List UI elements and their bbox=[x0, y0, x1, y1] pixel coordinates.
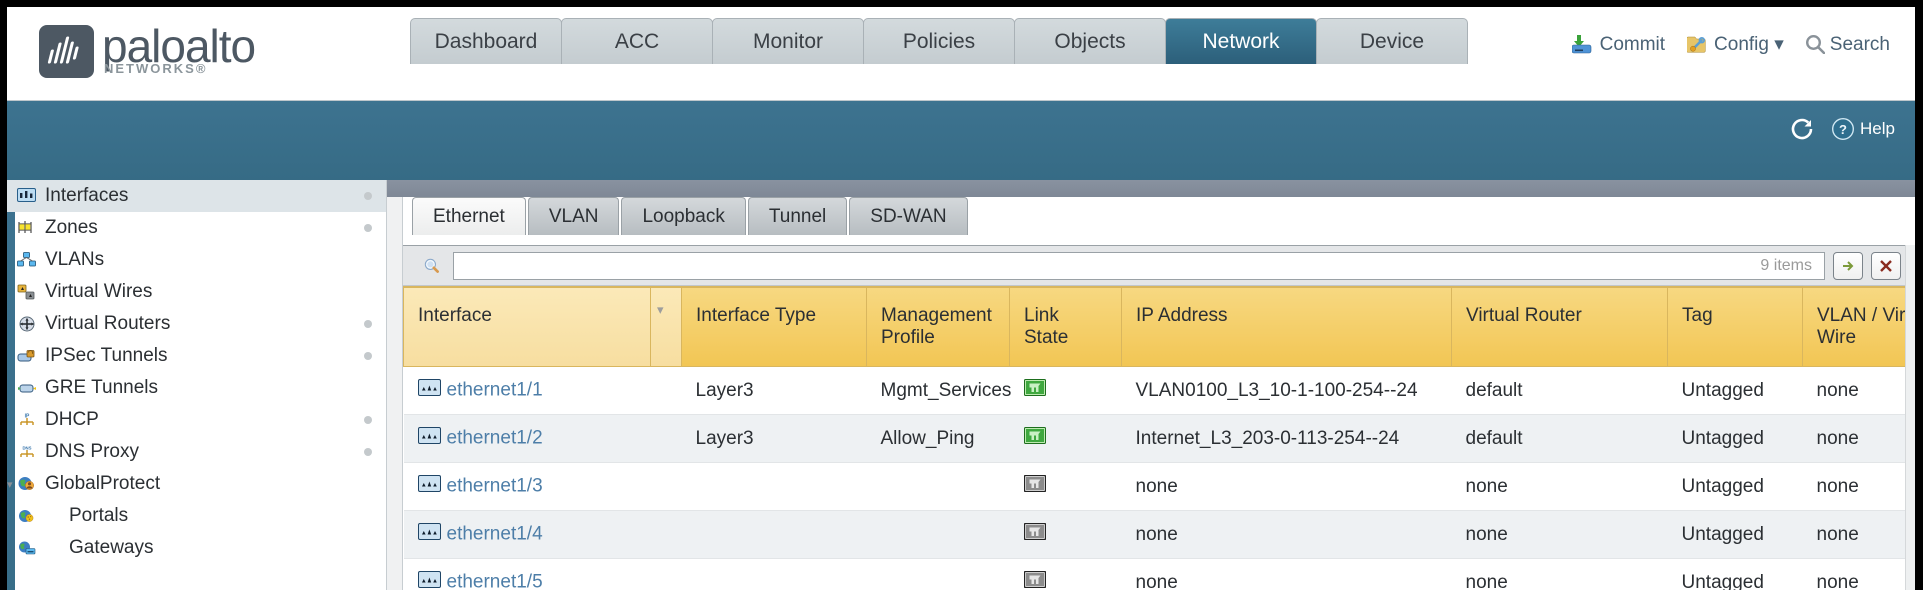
svg-text:?: ? bbox=[1839, 122, 1847, 137]
svg-text:DNS: DNS bbox=[22, 446, 31, 451]
